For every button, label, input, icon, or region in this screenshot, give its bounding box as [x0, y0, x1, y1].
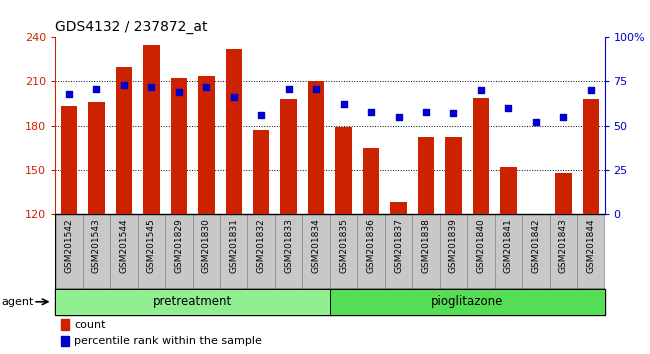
Text: GSM201832: GSM201832 — [257, 218, 266, 273]
Bar — [253, 130, 270, 214]
Point — [448, 110, 459, 116]
Text: GSM201542: GSM201542 — [64, 218, 73, 273]
Bar — [495, 214, 522, 289]
Bar — [582, 99, 599, 214]
Text: pretreatment: pretreatment — [153, 295, 232, 308]
Text: GSM201843: GSM201843 — [559, 218, 568, 273]
Point — [476, 87, 486, 93]
Point — [558, 114, 569, 120]
Bar — [60, 107, 77, 214]
Point — [586, 87, 596, 93]
Point — [421, 109, 431, 114]
Bar — [390, 202, 407, 214]
Text: GSM201543: GSM201543 — [92, 218, 101, 273]
Text: GSM201838: GSM201838 — [421, 218, 430, 273]
Bar — [500, 167, 517, 214]
Bar — [330, 214, 358, 289]
Text: agent: agent — [1, 297, 34, 307]
Bar — [280, 99, 297, 214]
Text: GSM201544: GSM201544 — [120, 218, 129, 273]
Text: GSM201545: GSM201545 — [147, 218, 156, 273]
Bar — [412, 214, 439, 289]
Bar — [555, 173, 571, 214]
Bar — [473, 98, 489, 214]
Text: GSM201834: GSM201834 — [311, 218, 320, 273]
Text: GSM201829: GSM201829 — [174, 218, 183, 273]
Text: percentile rank within the sample: percentile rank within the sample — [75, 336, 263, 346]
Bar — [335, 127, 352, 214]
Bar — [308, 81, 324, 214]
Bar — [198, 75, 214, 214]
Text: GSM201839: GSM201839 — [449, 218, 458, 273]
Bar — [467, 214, 495, 289]
Text: GSM201836: GSM201836 — [367, 218, 376, 273]
Bar — [60, 336, 69, 346]
Bar — [226, 49, 242, 214]
Bar — [577, 214, 605, 289]
Text: GSM201830: GSM201830 — [202, 218, 211, 273]
Bar — [363, 148, 380, 214]
Point — [64, 91, 74, 97]
Bar — [358, 214, 385, 289]
Text: GSM201837: GSM201837 — [394, 218, 403, 273]
Bar — [83, 214, 110, 289]
Point — [283, 86, 294, 91]
Point — [366, 109, 376, 114]
Point — [503, 105, 514, 111]
Bar — [138, 214, 165, 289]
Point — [174, 89, 184, 95]
Text: GSM201835: GSM201835 — [339, 218, 348, 273]
Bar — [550, 214, 577, 289]
Bar — [275, 214, 302, 289]
Text: GSM201841: GSM201841 — [504, 218, 513, 273]
Bar — [165, 214, 192, 289]
Bar — [445, 137, 462, 214]
Point — [201, 84, 211, 90]
Bar — [385, 214, 412, 289]
Bar — [170, 79, 187, 214]
Bar — [60, 319, 69, 330]
Point — [530, 119, 541, 125]
Bar — [116, 67, 132, 214]
Text: GSM201833: GSM201833 — [284, 218, 293, 273]
Bar — [55, 214, 83, 289]
Text: count: count — [75, 320, 106, 330]
Text: pioglitazone: pioglitazone — [431, 295, 503, 308]
Bar — [192, 214, 220, 289]
Point — [119, 82, 129, 88]
Bar — [220, 214, 248, 289]
Bar — [88, 102, 105, 214]
Text: GSM201842: GSM201842 — [531, 218, 540, 273]
Bar — [55, 289, 330, 315]
Text: GDS4132 / 237872_at: GDS4132 / 237872_at — [55, 19, 208, 34]
Bar — [439, 214, 467, 289]
Point — [91, 86, 101, 91]
Text: GSM201840: GSM201840 — [476, 218, 486, 273]
Bar — [302, 214, 330, 289]
Text: GSM201831: GSM201831 — [229, 218, 239, 273]
Point — [311, 86, 321, 91]
Text: GSM201844: GSM201844 — [586, 218, 595, 273]
Bar — [111, 214, 138, 289]
Bar — [522, 214, 550, 289]
Point — [146, 84, 157, 90]
Bar — [418, 137, 434, 214]
Point — [229, 95, 239, 100]
Bar — [143, 45, 160, 214]
Point — [339, 102, 349, 107]
Point — [393, 114, 404, 120]
Bar — [248, 214, 275, 289]
Point — [256, 112, 266, 118]
Bar — [330, 289, 604, 315]
